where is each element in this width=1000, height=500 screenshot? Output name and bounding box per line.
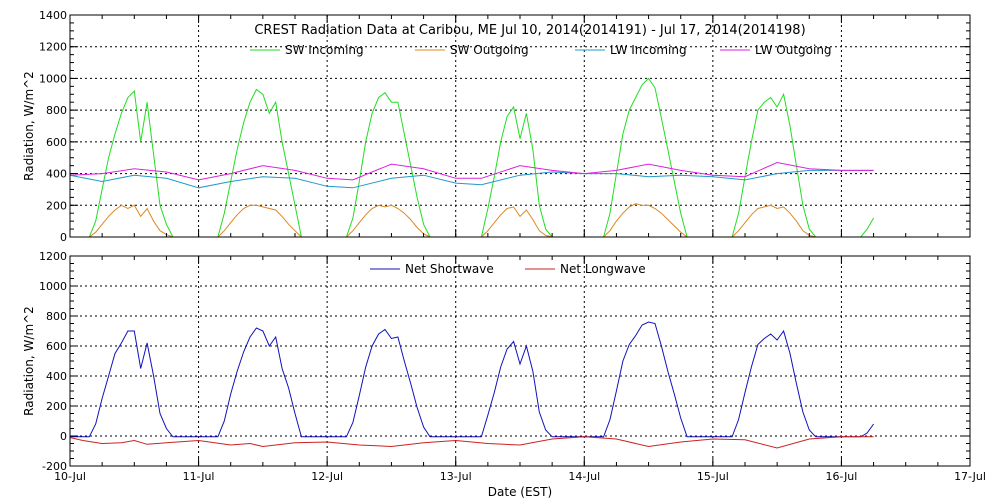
series-line-lw-incoming [69,169,874,189]
y-tick-label: 600 [46,340,67,353]
y-tick-label: -200 [42,460,67,473]
series-line-sw-incoming [88,77,875,238]
x-tick-label: 10-Jul [54,470,86,483]
legend-label: Net Longwave [560,262,646,276]
x-tick-label: 11-Jul [183,470,215,483]
chart-title: CREST Radiation Data at Caribou, ME Jul … [254,23,805,38]
x-tick-label: 17-Jul [954,470,986,483]
top-y-axis-label: Radiation, W/m^2 [22,71,36,181]
x-tick-label: 13-Jul [440,470,472,483]
y-tick-label: 200 [46,400,67,413]
y-tick-label: 600 [46,136,67,149]
bottom-plot-frame [69,255,971,467]
x-tick-label: 16-Jul [825,470,857,483]
y-tick-label: 800 [46,310,67,323]
y-tick-label: 1400 [39,9,67,22]
series-line-net-shortwave [70,321,875,438]
y-tick-label: 1000 [39,72,67,85]
y-tick-label: 1000 [39,280,67,293]
legend-label: LW Outgoing [755,43,832,57]
x-tick-label: 12-Jul [311,470,343,483]
x-tick-label: 14-Jul [568,470,600,483]
series-line-net-longwave [69,436,874,449]
legend-label: LW Incoming [610,43,687,57]
x-axis-label: Date (EST) [488,485,552,499]
series-line-lw-outgoing [69,161,874,181]
y-tick-label: 0 [60,430,67,443]
y-tick-label: 200 [46,199,67,212]
bottom-y-axis-label: Radiation, W/m^2 [22,306,36,416]
y-tick-label: 1200 [39,250,67,263]
y-tick-label: 400 [46,168,67,181]
legend-label: Net Shortwave [405,262,494,276]
y-tick-label: 1200 [39,41,67,54]
legend-label: SW Incoming [285,43,364,57]
y-tick-label: 800 [46,104,67,117]
y-tick-label: 400 [46,370,67,383]
legend-label: SW Outgoing [450,43,529,57]
x-tick-label: 15-Jul [697,470,729,483]
y-tick-label: 0 [60,231,67,244]
